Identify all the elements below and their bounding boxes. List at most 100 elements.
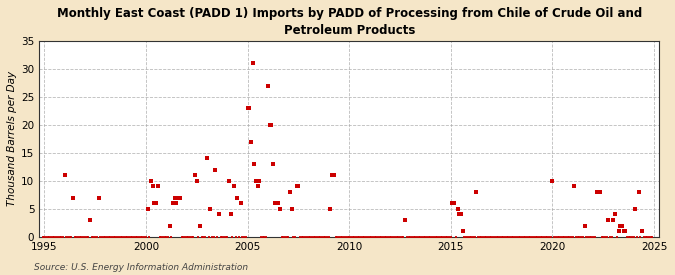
- Point: [274, 207, 285, 211]
- Point: [195, 223, 206, 228]
- Point: [500, 235, 510, 239]
- Point: [373, 235, 383, 239]
- Point: [481, 235, 492, 239]
- Point: [39, 235, 50, 239]
- Point: [220, 235, 231, 239]
- Point: [84, 218, 95, 222]
- Point: [640, 235, 651, 239]
- Point: [564, 235, 574, 239]
- Point: [46, 235, 57, 239]
- Point: [252, 184, 263, 189]
- Point: [462, 235, 473, 239]
- Point: [263, 83, 273, 88]
- Point: [561, 235, 572, 239]
- Point: [366, 235, 377, 239]
- Point: [97, 235, 107, 239]
- Point: [236, 201, 246, 205]
- Point: [378, 235, 389, 239]
- Point: [88, 235, 99, 239]
- Point: [415, 235, 426, 239]
- Point: [344, 235, 354, 239]
- Point: [290, 235, 300, 239]
- Point: [186, 235, 197, 239]
- Point: [171, 201, 182, 205]
- Point: [212, 235, 223, 239]
- Point: [111, 235, 122, 239]
- Point: [469, 235, 480, 239]
- Point: [310, 235, 321, 239]
- Point: [430, 235, 441, 239]
- Point: [222, 235, 233, 239]
- Point: [486, 235, 497, 239]
- Point: [225, 212, 236, 216]
- Point: [130, 235, 141, 239]
- Point: [127, 235, 138, 239]
- Point: [542, 235, 553, 239]
- Point: [403, 235, 414, 239]
- Point: [339, 235, 350, 239]
- Point: [200, 235, 211, 239]
- Point: [477, 235, 488, 239]
- Point: [398, 235, 409, 239]
- Point: [371, 235, 381, 239]
- Point: [352, 235, 363, 239]
- Point: [169, 195, 180, 200]
- Point: [413, 235, 424, 239]
- Point: [388, 235, 399, 239]
- Point: [256, 235, 267, 239]
- Point: [506, 235, 517, 239]
- Point: [298, 235, 309, 239]
- Point: [161, 235, 171, 239]
- Point: [383, 235, 394, 239]
- Point: [340, 235, 351, 239]
- Point: [359, 235, 370, 239]
- Point: [543, 235, 554, 239]
- Point: [157, 235, 168, 239]
- Point: [300, 235, 310, 239]
- Point: [269, 201, 280, 205]
- Point: [476, 235, 487, 239]
- Point: [37, 235, 48, 239]
- Point: [576, 235, 587, 239]
- Point: [364, 235, 375, 239]
- Point: [529, 235, 539, 239]
- Point: [585, 235, 595, 239]
- Point: [144, 235, 155, 239]
- Point: [293, 184, 304, 189]
- Point: [47, 235, 58, 239]
- Point: [533, 235, 544, 239]
- Point: [545, 235, 556, 239]
- Point: [628, 235, 639, 239]
- Point: [185, 235, 196, 239]
- Point: [391, 235, 402, 239]
- Point: [129, 235, 140, 239]
- Point: [601, 235, 612, 239]
- Point: [408, 235, 419, 239]
- Point: [305, 235, 316, 239]
- Point: [208, 235, 219, 239]
- Point: [522, 235, 533, 239]
- Point: [571, 235, 582, 239]
- Point: [342, 235, 353, 239]
- Point: [513, 235, 524, 239]
- Point: [437, 235, 448, 239]
- Point: [599, 235, 610, 239]
- Point: [74, 235, 85, 239]
- Point: [420, 235, 431, 239]
- Point: [180, 235, 190, 239]
- Point: [322, 235, 333, 239]
- Point: [539, 235, 549, 239]
- Point: [113, 235, 124, 239]
- Point: [496, 235, 507, 239]
- Point: [578, 235, 589, 239]
- Point: [435, 235, 446, 239]
- Point: [498, 235, 509, 239]
- Point: [207, 235, 217, 239]
- Point: [190, 173, 200, 177]
- Point: [406, 235, 417, 239]
- Point: [412, 235, 423, 239]
- Point: [134, 235, 144, 239]
- Point: [606, 235, 617, 239]
- Point: [647, 235, 658, 239]
- Point: [439, 235, 450, 239]
